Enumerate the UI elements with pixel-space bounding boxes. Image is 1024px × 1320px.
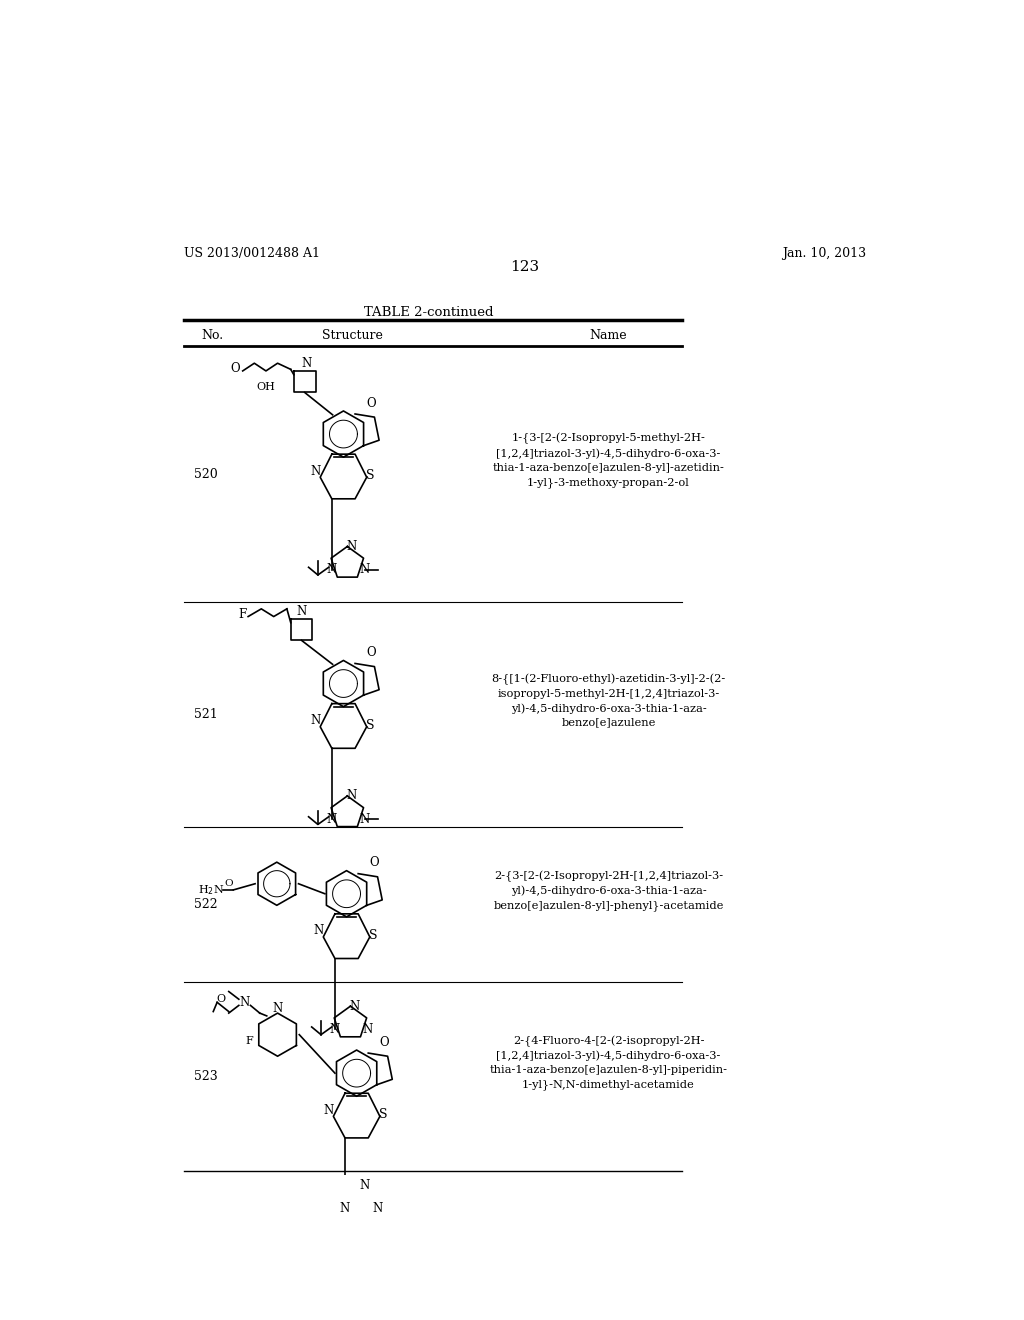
Text: N: N	[327, 564, 337, 576]
Text: O: O	[370, 857, 379, 870]
Text: US 2013/0012488 A1: US 2013/0012488 A1	[183, 247, 319, 260]
Text: O: O	[216, 994, 225, 1005]
Text: O: O	[224, 879, 233, 888]
Text: F: F	[246, 1036, 254, 1045]
Text: N: N	[310, 465, 321, 478]
Text: 123: 123	[510, 260, 540, 275]
Text: N: N	[324, 1104, 334, 1117]
Text: 2-{4-Fluoro-4-[2-(2-isopropyl-2H-
[1,2,4]triazol-3-yl)-4,5-dihydro-6-oxa-3-
thia: 2-{4-Fluoro-4-[2-(2-isopropyl-2H- [1,2,4…	[489, 1035, 727, 1090]
Text: 523: 523	[194, 1071, 218, 1084]
Text: N: N	[313, 924, 324, 937]
Text: TABLE 2-continued: TABLE 2-continued	[364, 306, 494, 319]
Text: N: N	[330, 1023, 340, 1036]
Text: 2-{3-[2-(2-Isopropyl-2H-[1,2,4]triazol-3-
yl)-4,5-dihydro-6-oxa-3-thia-1-aza-
be: 2-{3-[2-(2-Isopropyl-2H-[1,2,4]triazol-3…	[494, 870, 724, 911]
Text: 8-{[1-(2-Fluoro-ethyl)-azetidin-3-yl]-2-(2-
isopropyl-5-methyl-2H-[1,2,4]triazol: 8-{[1-(2-Fluoro-ethyl)-azetidin-3-yl]-2-…	[492, 673, 726, 727]
Text: 522: 522	[194, 898, 217, 911]
Text: O: O	[380, 1036, 389, 1049]
Text: 521: 521	[194, 708, 218, 721]
Text: O: O	[367, 397, 376, 409]
Text: Jan. 10, 2013: Jan. 10, 2013	[781, 247, 866, 260]
Text: O: O	[230, 362, 240, 375]
Text: N: N	[359, 564, 370, 576]
Text: N: N	[359, 813, 370, 825]
Text: N: N	[297, 606, 307, 619]
Text: S: S	[366, 469, 374, 482]
Text: N: N	[310, 714, 321, 727]
Text: S: S	[379, 1109, 387, 1121]
Text: N: N	[272, 1002, 283, 1015]
Text: H$_2$N: H$_2$N	[198, 883, 224, 896]
Text: N: N	[349, 999, 359, 1012]
Text: N: N	[373, 1203, 383, 1216]
Text: Name: Name	[590, 330, 628, 342]
Text: N: N	[359, 1179, 370, 1192]
Text: N: N	[240, 995, 250, 1008]
Text: N: N	[327, 813, 337, 825]
Text: N: N	[346, 789, 356, 803]
Text: S: S	[369, 929, 377, 942]
Text: 520: 520	[194, 467, 218, 480]
Text: F: F	[239, 607, 247, 620]
Text: O: O	[367, 647, 376, 659]
Text: N: N	[362, 1023, 373, 1036]
Text: N: N	[340, 1203, 350, 1216]
Text: 1-{3-[2-(2-Isopropyl-5-methyl-2H-
[1,2,4]triazol-3-yl)-4,5-dihydro-6-oxa-3-
thia: 1-{3-[2-(2-Isopropyl-5-methyl-2H- [1,2,4…	[493, 433, 724, 487]
Text: N: N	[301, 358, 311, 371]
Text: N: N	[346, 540, 356, 553]
Text: OH: OH	[257, 381, 275, 392]
Text: S: S	[366, 718, 374, 731]
Text: Structure: Structure	[323, 330, 383, 342]
Text: No.: No.	[202, 330, 224, 342]
